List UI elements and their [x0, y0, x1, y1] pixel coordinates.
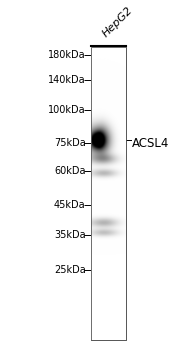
Text: 180kDa: 180kDa: [48, 50, 86, 60]
Text: ACSL4: ACSL4: [132, 137, 169, 150]
Bar: [91, 47, 125, 341]
Text: 75kDa: 75kDa: [54, 138, 86, 148]
Text: 140kDa: 140kDa: [48, 75, 86, 84]
Text: HepG2: HepG2: [100, 5, 134, 39]
Text: 60kDa: 60kDa: [54, 166, 86, 176]
Bar: [91, 47, 125, 341]
Text: 35kDa: 35kDa: [54, 230, 86, 240]
Text: 25kDa: 25kDa: [54, 265, 86, 274]
Text: 45kDa: 45kDa: [54, 200, 86, 210]
Text: 100kDa: 100kDa: [48, 105, 86, 115]
